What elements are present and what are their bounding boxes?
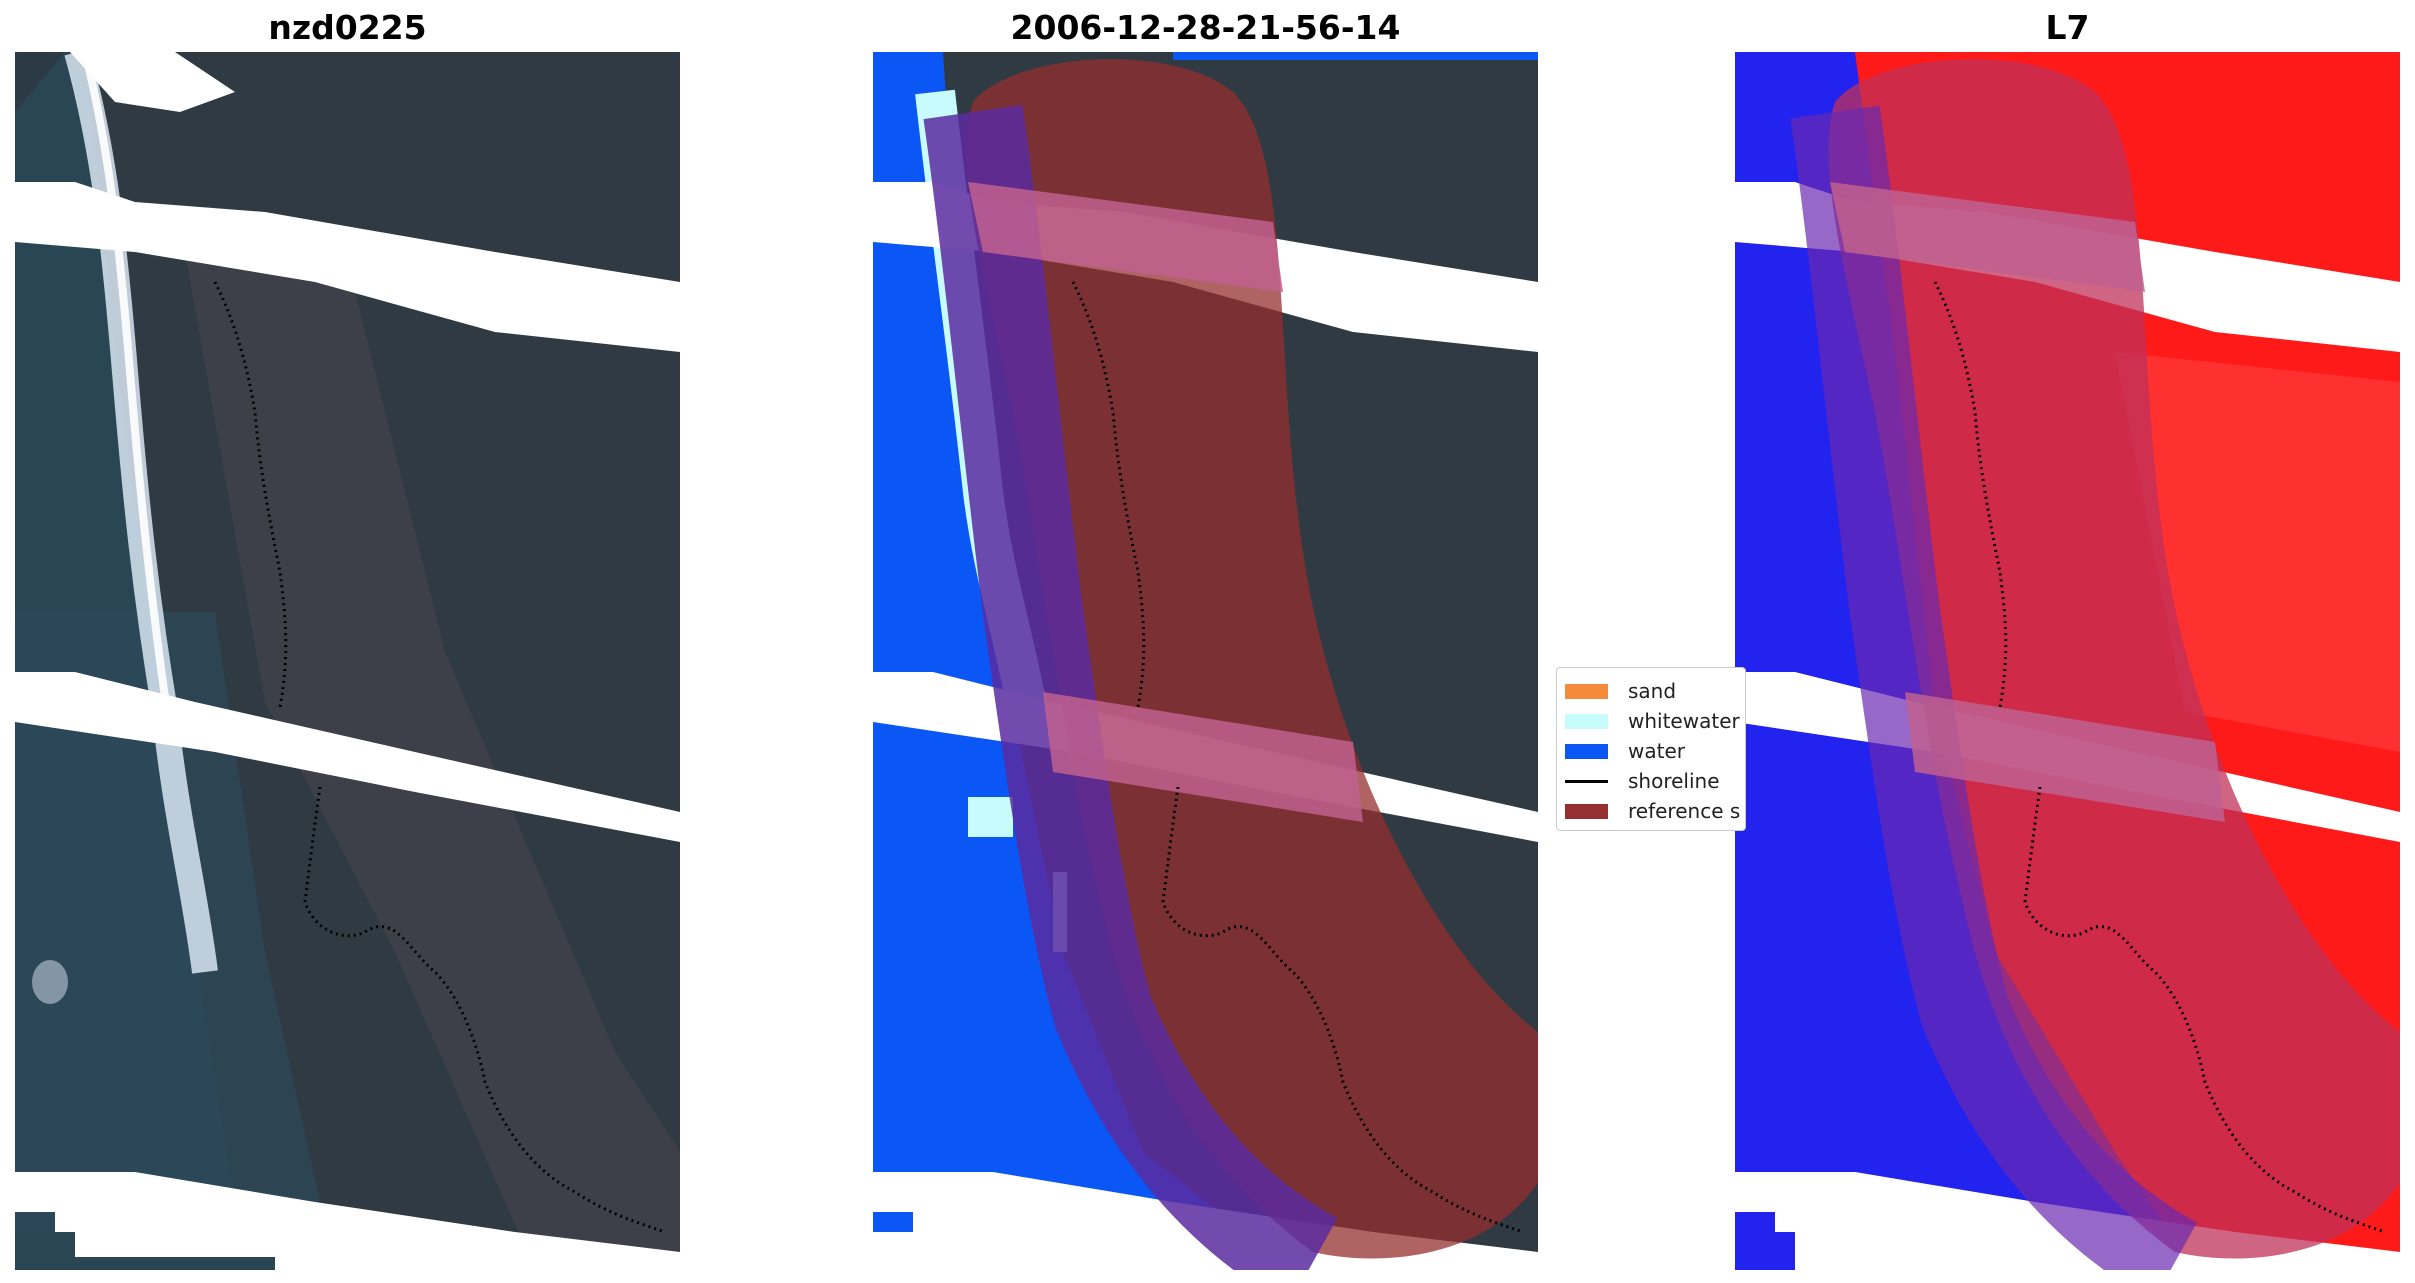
legend-label-sand: sand	[1628, 679, 1677, 703]
legend-label-shoreline: shoreline	[1628, 769, 1720, 793]
panel-title-rgb: nzd0225	[268, 8, 427, 47]
legend-item-reference: reference s	[1565, 796, 1745, 826]
classified-image-panel	[873, 52, 1538, 1270]
rgb-image	[15, 52, 680, 1270]
index-image-panel	[1735, 52, 2400, 1270]
index-image	[1735, 52, 2400, 1270]
classified-image	[873, 52, 1538, 1270]
legend-swatch-sand	[1565, 683, 1608, 699]
legend-swatch-reference	[1565, 803, 1608, 819]
reference-buffer	[966, 59, 1538, 1259]
legend-swatch-whitewater	[1565, 713, 1608, 729]
panel-title-index: L7	[2045, 8, 2090, 47]
legend-label-whitewater: whitewater	[1628, 709, 1740, 733]
legend-swatch-shoreline	[1565, 779, 1608, 783]
legend-label-reference: reference s	[1628, 799, 1741, 823]
legend-item-shoreline: shoreline	[1565, 766, 1745, 796]
legend-item-water: water	[1565, 736, 1745, 766]
legend-item-sand: sand	[1565, 676, 1745, 706]
panel-title-classified: 2006-12-28-21-56-14	[1010, 8, 1401, 47]
shoreline	[213, 281, 288, 708]
legend: sand whitewater water shoreline referenc…	[1556, 667, 1746, 831]
legend-swatch-water	[1565, 743, 1608, 759]
legend-item-whitewater: whitewater	[1565, 706, 1745, 736]
legend-label-water: water	[1628, 739, 1685, 763]
rgb-image-panel	[15, 52, 680, 1270]
